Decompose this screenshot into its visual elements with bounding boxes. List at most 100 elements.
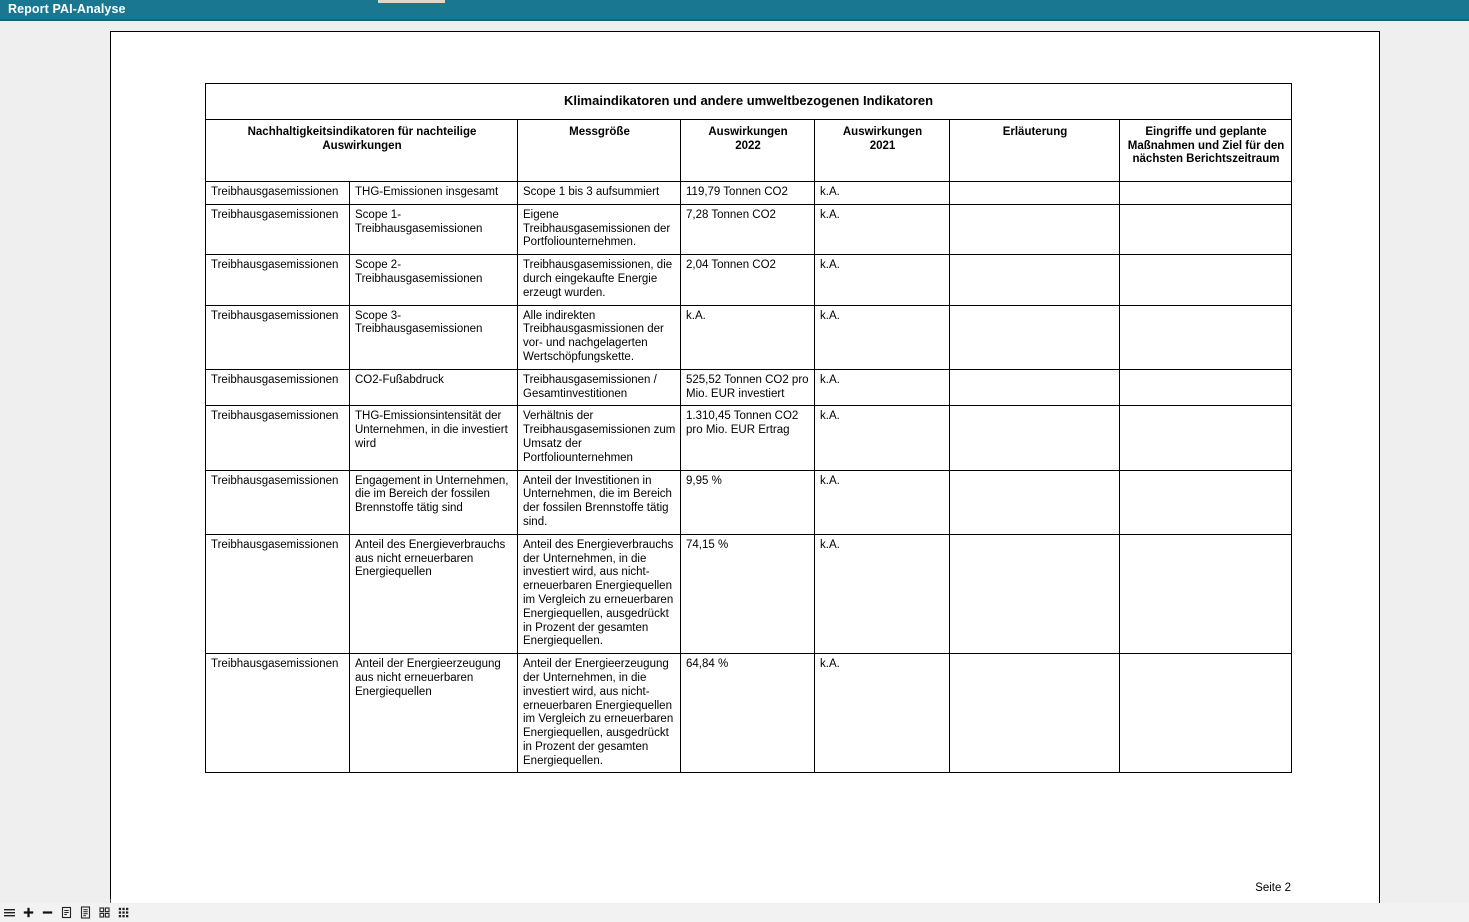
cell-indicator: Anteil des Energieverbrauchs aus nicht e… [349,533,518,655]
table-body: Treibhausgasemissionen THG-Emissionen ins… [205,181,1293,774]
table-row: Treibhausgasemissionen THG-Emissionsinten… [205,405,1293,471]
cell-impact-2021: k.A. [814,181,950,205]
cell-explanation [949,469,1120,535]
column-header-impact-2021-line2: 2021 [869,139,896,152]
two-page-grid-icon[interactable] [95,903,114,922]
cell-indicator: Scope 1-Treibhausgasemissionen [349,203,518,256]
cell-impact-2022: 9,95 % [680,469,815,535]
cell-indicator: Anteil der Energieerzeugung aus nicht er… [349,653,518,774]
top-accent-strip [378,0,445,3]
titlebar-underline [0,19,1469,21]
table-row: Treibhausgasemissionen THG-Emissionen ins… [205,181,1293,205]
cell-metric: Eigene Treibhausgasemissionen der Portfo… [517,203,681,256]
column-header-measures: Eingriffe und geplante Maßnahmen und Zie… [1118,119,1293,182]
column-header-indicator-line2: Auswirkungen [322,139,402,152]
cell-explanation [949,304,1120,370]
column-header-measures-line3: nächsten Berichtszeitraum [1132,153,1280,165]
cell-impact-2021: k.A. [814,533,950,655]
cell-indicator: Scope 3-Treibhausgasemissionen [349,304,518,370]
cell-impact-2021: k.A. [814,469,950,535]
cell-measures [1118,368,1293,407]
cell-indicator: THG-Emissionsintensität der Unternehmen,… [349,405,518,471]
cell-category: Treibhausgasemissionen [205,533,350,655]
table-row: Treibhausgasemissionen Anteil der Energie… [205,653,1293,774]
column-header-metric: Messgröße [517,119,681,182]
cell-impact-2022: 1.310,45 Tonnen CO2 pro Mio. EUR Ertrag [680,405,815,471]
column-header-impact-2021-line1: Auswirkungen [842,126,923,138]
cell-category: Treibhausgasemissionen [205,469,350,535]
cell-explanation [949,181,1120,205]
table-row: Treibhausgasemissionen Scope 3-Treibhausg… [205,304,1293,370]
cell-impact-2022: 525,52 Tonnen CO2 pro Mio. EUR investier… [680,368,815,407]
cell-impact-2021: k.A. [814,304,950,370]
cell-metric: Anteil der Energieerzeugung der Unterneh… [517,653,681,774]
cell-category: Treibhausgasemissionen [205,368,350,407]
page-number-footer: Seite 2 [1255,882,1291,894]
table-title-row: Klimaindikatoren und andere umweltbezoge… [204,83,1293,120]
cell-impact-2022: k.A. [680,304,815,370]
cell-impact-2021: k.A. [814,405,950,471]
cell-explanation [949,368,1120,407]
cell-category: Treibhausgasemissionen [205,304,350,370]
column-header-explanation: Erläuterung [949,119,1120,182]
single-page-icon[interactable] [57,903,76,922]
cell-category: Treibhausgasemissionen [205,254,350,306]
cell-metric: Anteil des Energieverbrauchs der Unterne… [517,533,681,655]
multi-page-grid-icon[interactable] [114,903,133,922]
cell-measures [1118,181,1293,205]
column-header-impact-2022: Auswirkungen 2022 [680,119,815,182]
cell-indicator: Engagement in Unternehmen, die im Bereic… [349,469,518,535]
cell-explanation [949,533,1120,655]
cell-metric: Alle indirekten Treibhausgasmissionen de… [517,304,681,370]
climate-indicators-table: Klimaindikatoren und andere umweltbezoge… [204,83,1293,774]
cell-explanation [949,254,1120,306]
cell-impact-2022: 119,79 Tonnen CO2 [680,181,815,205]
column-header-indicator-line1: Nachhaltigkeitsindikatoren für nachteili… [247,126,477,138]
cell-impact-2022: 74,15 % [680,533,815,655]
zoom-in-icon[interactable] [19,903,38,922]
table-title: Klimaindikatoren und andere umweltbezoge… [204,83,1293,120]
table-row: Treibhausgasemissionen Scope 2-Treibhausg… [205,254,1293,306]
window-title: Report PAI-Analyse [8,2,126,16]
cell-measures [1118,254,1293,306]
cell-measures [1118,533,1293,655]
cell-measures [1118,203,1293,256]
table-row: Treibhausgasemissionen Scope 1-Treibhausg… [205,203,1293,256]
continuous-page-icon[interactable] [76,903,95,922]
column-header-impact-2022-line2: 2022 [735,139,761,152]
cell-impact-2021: k.A. [814,203,950,256]
table-header-row: Nachhaltigkeitsindikatoren für nachteili… [205,119,1293,182]
cell-metric: Scope 1 bis 3 aufsummiert [517,181,681,205]
cell-metric: Treibhausgasemissionen / Gesamtinvestiti… [517,368,681,407]
menu-icon[interactable] [0,903,19,922]
cell-impact-2022: 7,28 Tonnen CO2 [680,203,815,256]
cell-metric: Anteil der Investitionen in Unternehmen,… [517,469,681,535]
cell-measures [1118,405,1293,471]
window-titlebar: Report PAI-Analyse [0,0,1469,19]
cell-explanation [949,405,1120,471]
cell-category: Treibhausgasemissionen [205,405,350,471]
table-row: Treibhausgasemissionen Engagement in Unte… [205,469,1293,535]
cell-category: Treibhausgasemissionen [205,181,350,205]
column-header-impact-2022-line1: Auswirkungen [708,126,788,138]
table-row: Treibhausgasemissionen CO2-Fußabdruck Trei… [205,368,1293,407]
cell-explanation [949,653,1120,774]
cell-indicator: CO2-Fußabdruck [349,368,518,407]
cell-measures [1118,469,1293,535]
column-header-measures-line1: Eingriffe und geplante [1145,126,1267,138]
table-row: Treibhausgasemissionen Anteil des Energie… [205,533,1293,655]
cell-category: Treibhausgasemissionen [205,203,350,256]
cell-indicator: THG-Emissionen insgesamt [349,181,518,205]
zoom-out-icon[interactable] [38,903,57,922]
column-header-indicator: Nachhaltigkeitsindikatoren für nachteili… [205,119,518,182]
cell-impact-2021: k.A. [814,254,950,306]
column-header-impact-2021: Auswirkungen 2021 [814,119,950,182]
cell-impact-2021: k.A. [814,368,950,407]
cell-impact-2022: 2,04 Tonnen CO2 [680,254,815,306]
cell-metric: Treibhausgasemissionen, die durch eingek… [517,254,681,306]
document-page: Klimaindikatoren und andere umweltbezoge… [110,31,1380,922]
cell-measures [1118,653,1293,774]
cell-impact-2021: k.A. [814,653,950,774]
bottom-toolbar [0,903,1469,922]
cell-explanation [949,203,1120,256]
